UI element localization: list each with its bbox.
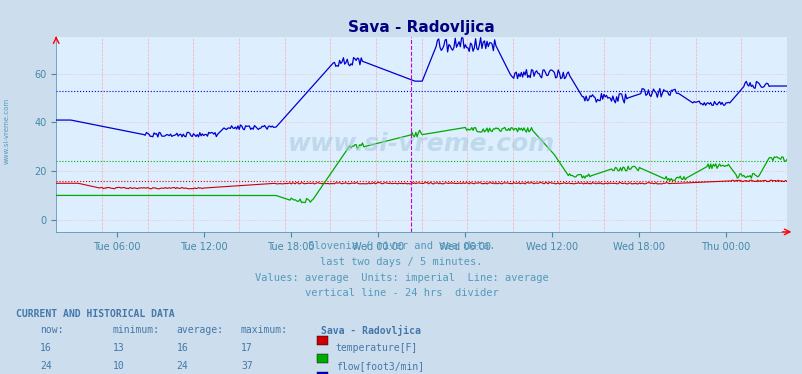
Text: www.si-vreme.com: www.si-vreme.com — [288, 132, 554, 156]
Text: minimum:: minimum: — [112, 325, 160, 335]
Text: www.si-vreme.com: www.si-vreme.com — [4, 98, 10, 164]
Text: temperature[F]: temperature[F] — [335, 343, 417, 353]
Text: 24: 24 — [40, 361, 52, 371]
Text: 24: 24 — [176, 361, 188, 371]
Text: maximum:: maximum: — [241, 325, 288, 335]
Text: last two days / 5 minutes.: last two days / 5 minutes. — [320, 257, 482, 267]
Title: Sava - Radovljica: Sava - Radovljica — [348, 20, 494, 35]
Text: Sava - Radovljica: Sava - Radovljica — [321, 325, 420, 336]
Text: 17: 17 — [241, 343, 253, 353]
Text: Slovenia / river and sea data.: Slovenia / river and sea data. — [307, 241, 495, 251]
Text: Values: average  Units: imperial  Line: average: Values: average Units: imperial Line: av… — [254, 273, 548, 283]
Text: CURRENT AND HISTORICAL DATA: CURRENT AND HISTORICAL DATA — [16, 309, 175, 319]
Text: 16: 16 — [176, 343, 188, 353]
Text: now:: now: — [40, 325, 63, 335]
Text: flow[foot3/min]: flow[foot3/min] — [335, 361, 423, 371]
Text: 16: 16 — [40, 343, 52, 353]
Text: 37: 37 — [241, 361, 253, 371]
Text: average:: average: — [176, 325, 224, 335]
Text: 10: 10 — [112, 361, 124, 371]
Text: vertical line - 24 hrs  divider: vertical line - 24 hrs divider — [304, 288, 498, 298]
Text: 13: 13 — [112, 343, 124, 353]
